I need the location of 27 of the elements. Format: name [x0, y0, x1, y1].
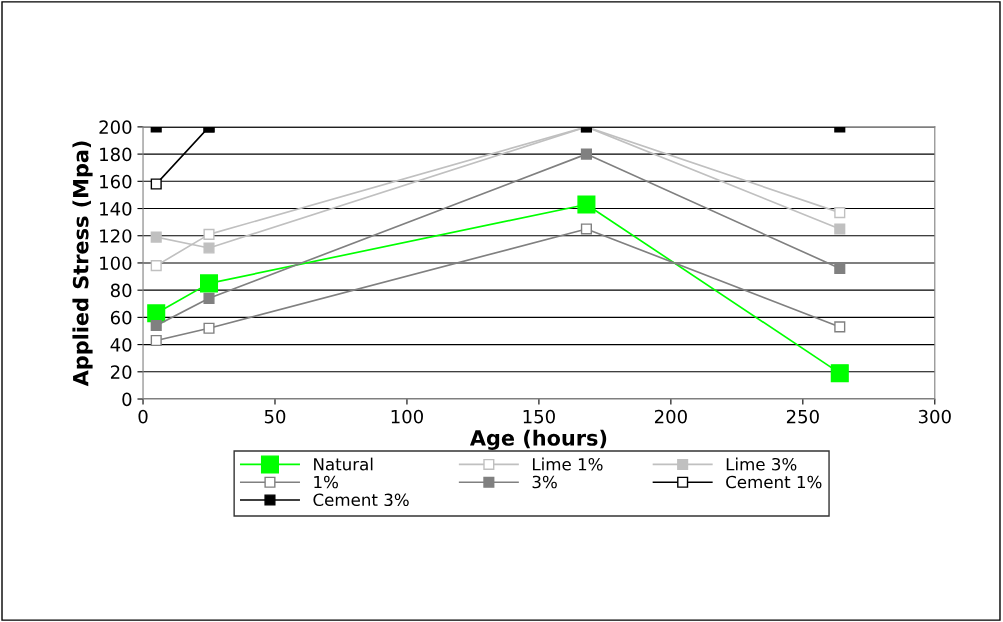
x-axis-title: Age (hours): [469, 429, 607, 451]
x-tick-label: 150: [523, 409, 555, 424]
y-tick-label: 80: [110, 283, 132, 298]
y-axis-title: Applied Stress (Mpa): [72, 141, 93, 387]
x-tick-label: 200: [654, 409, 687, 424]
legend-label: 1%: [314, 475, 338, 489]
legend-label: Lime 3%: [726, 457, 797, 471]
legend-label: Cement 3%: [313, 493, 409, 507]
y-tick-label: 20: [110, 365, 132, 379]
legend-label: Cement 1%: [726, 475, 822, 489]
y-tick-label: 180: [100, 147, 132, 162]
x-tick-label: 0: [138, 409, 148, 424]
x-tick-label: 250: [786, 409, 819, 424]
y-tick-label: 140: [100, 201, 132, 216]
x-tick-label: 50: [264, 409, 286, 424]
legend-label: 3%: [532, 475, 557, 489]
y-tick-label: 160: [100, 174, 132, 189]
y-tick-label: 60: [110, 310, 132, 325]
x-tick-label: 300: [918, 409, 951, 424]
y-tick-label: 100: [100, 256, 132, 271]
y-tick-label: 40: [110, 338, 132, 352]
legend-label: Lime 1%: [532, 457, 603, 471]
x-tick-label: 100: [391, 409, 423, 424]
y-tick-label: 120: [100, 229, 132, 243]
y-tick-label: 200: [99, 120, 132, 134]
legend-label: Natural: [314, 457, 373, 471]
y-tick-label: 0: [122, 392, 132, 407]
